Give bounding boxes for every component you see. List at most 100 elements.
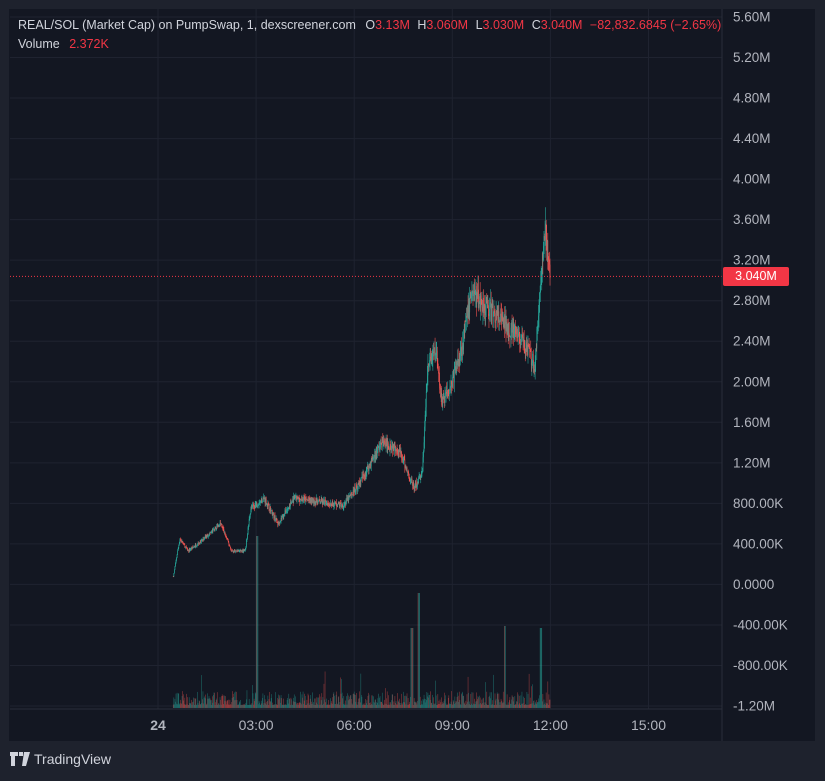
candle-body bbox=[475, 286, 477, 304]
volume-bar bbox=[478, 704, 480, 708]
volume-bar bbox=[323, 703, 324, 708]
volume-bar bbox=[252, 685, 253, 708]
candle-body bbox=[532, 360, 533, 363]
volume-bar bbox=[209, 698, 210, 708]
volume-bar bbox=[231, 697, 233, 708]
volume-bar bbox=[337, 697, 339, 708]
y-tick-label: 5.60M bbox=[733, 10, 771, 25]
candle-body bbox=[330, 503, 332, 506]
volume-bar bbox=[378, 693, 379, 708]
candle-body bbox=[326, 503, 328, 506]
volume-bar bbox=[422, 704, 423, 708]
candle-body bbox=[283, 516, 285, 518]
volume-bar bbox=[306, 704, 307, 708]
volume-bar bbox=[500, 698, 502, 708]
volume-bar bbox=[307, 703, 308, 708]
volume-bar bbox=[360, 673, 362, 708]
x-tick-label: 09:00 bbox=[435, 717, 470, 733]
candle-body bbox=[393, 444, 395, 451]
volume-bar bbox=[230, 704, 231, 708]
candle-body bbox=[317, 501, 319, 505]
candle-body bbox=[506, 321, 507, 331]
candle-body bbox=[379, 443, 381, 448]
candle-body bbox=[187, 550, 189, 552]
volume-bar bbox=[524, 697, 526, 708]
candle-body bbox=[328, 503, 329, 505]
volume-bar bbox=[174, 704, 175, 708]
volume-bar bbox=[227, 700, 229, 708]
candle-body bbox=[253, 504, 254, 506]
candle-body bbox=[197, 544, 198, 546]
tradingview-logo-icon bbox=[10, 752, 30, 766]
volume-bar bbox=[316, 697, 318, 708]
volume-bar bbox=[410, 628, 412, 708]
candle-body bbox=[307, 499, 309, 501]
candle-body bbox=[176, 554, 178, 558]
volume-bar bbox=[304, 693, 306, 708]
volume-bar bbox=[173, 697, 175, 708]
volume-bar bbox=[435, 695, 437, 708]
volume-bar bbox=[494, 693, 496, 708]
volume-bar bbox=[344, 703, 346, 708]
volume-bar bbox=[391, 694, 393, 708]
volume-bar bbox=[342, 704, 344, 708]
candle-body bbox=[291, 502, 292, 504]
candle-body bbox=[172, 576, 174, 578]
candle-body bbox=[418, 476, 420, 478]
volume-bar bbox=[463, 703, 465, 708]
candle-body bbox=[533, 369, 535, 373]
candle-body bbox=[334, 502, 336, 504]
candle-body bbox=[179, 539, 181, 543]
tradingview-logo[interactable]: TradingView bbox=[10, 751, 111, 767]
volume-bar bbox=[273, 704, 274, 708]
volume-bar bbox=[322, 697, 324, 708]
volume-bar bbox=[359, 691, 361, 708]
candle-body bbox=[420, 476, 422, 478]
volume-bar bbox=[178, 693, 180, 708]
volume-bar bbox=[388, 704, 390, 708]
candle-body bbox=[304, 497, 306, 502]
candle-body bbox=[284, 514, 285, 517]
candle-body bbox=[502, 320, 504, 322]
candle-body bbox=[234, 550, 236, 553]
volume-bar bbox=[485, 704, 487, 708]
volume-bar bbox=[264, 699, 266, 708]
volume-bar bbox=[235, 691, 236, 708]
candle-body bbox=[508, 333, 510, 336]
volume-bar bbox=[433, 697, 434, 708]
candle-body bbox=[202, 540, 203, 541]
volume-bar bbox=[426, 691, 428, 708]
candle-body bbox=[549, 259, 550, 265]
volume-bar bbox=[253, 704, 254, 708]
volume-bar bbox=[449, 703, 450, 708]
candle-body bbox=[485, 301, 487, 304]
candle-body bbox=[221, 524, 223, 526]
x-tick-label: 15:00 bbox=[631, 717, 666, 733]
candle-body bbox=[265, 498, 267, 503]
volume-bar bbox=[192, 701, 194, 708]
volume-bar bbox=[212, 702, 214, 708]
candle-body bbox=[197, 543, 199, 545]
candle-body bbox=[404, 459, 406, 468]
candle-body bbox=[210, 531, 212, 533]
volume-bar bbox=[413, 698, 415, 708]
y-tick-label: 4.40M bbox=[733, 131, 771, 146]
volume-bar bbox=[278, 699, 280, 708]
volume-bar bbox=[537, 702, 538, 708]
candle-body bbox=[487, 305, 489, 308]
volume-bar bbox=[232, 693, 234, 708]
candle-body bbox=[290, 502, 292, 504]
volume-bar bbox=[185, 704, 187, 708]
candle-body bbox=[379, 447, 380, 450]
volume-bar bbox=[240, 699, 241, 708]
candle-body bbox=[319, 501, 321, 504]
candle-body bbox=[543, 246, 544, 261]
candle-body bbox=[377, 446, 379, 448]
candle-body bbox=[462, 342, 464, 350]
candle-body bbox=[301, 498, 303, 501]
volume-bar bbox=[414, 702, 416, 708]
volume-bar bbox=[210, 700, 212, 708]
volume-bar bbox=[535, 701, 537, 708]
